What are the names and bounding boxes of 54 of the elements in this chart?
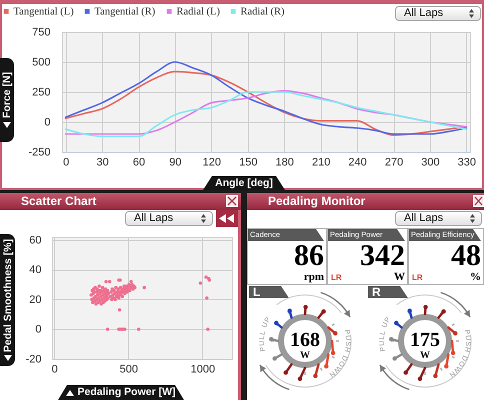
text: 48: [451, 239, 481, 272]
text: W: [420, 350, 430, 361]
y-tick-label: 60: [29, 234, 42, 246]
y-axis-title: Force [N]: [1, 72, 13, 119]
dropdown[interactable]: All Laps: [395, 211, 482, 226]
y-tick-label: 750: [32, 26, 50, 38]
text: W: [300, 350, 310, 361]
y-tick-label: 20: [29, 294, 42, 306]
y-tick-label: -250: [28, 146, 50, 158]
text: 342: [360, 239, 405, 272]
x-tick-label: 270: [384, 156, 404, 168]
text: rpm: [304, 271, 324, 283]
x-tick-label: 1000: [190, 364, 216, 376]
dropdown[interactable]: All Laps: [395, 6, 481, 21]
text: 168: [290, 329, 320, 351]
text: LR: [412, 273, 423, 283]
legend-label: Tangential (R): [94, 6, 156, 18]
text: 175: [410, 329, 440, 351]
x-tick-label: 0: [63, 156, 70, 168]
x-tick-label: 0: [52, 364, 58, 376]
text: %: [470, 271, 481, 283]
text: 86: [294, 239, 324, 272]
y-tick-label: -20: [26, 354, 42, 366]
x-tick-label: 60: [132, 156, 146, 168]
y-tick-label: 250: [32, 86, 50, 98]
legend-label: Tangential (L): [14, 6, 74, 18]
x-tick-label: 30: [96, 156, 109, 168]
x-tick-label: 150: [239, 156, 258, 168]
x-tick-label: 500: [120, 364, 138, 376]
chart-title: Scatter Chart: [21, 193, 96, 210]
x-axis-title: Pedaling Power [W]: [77, 386, 176, 399]
text: LR: [331, 273, 342, 283]
y-tick-label: 40: [29, 264, 42, 276]
legend-label: Radial (R): [240, 6, 286, 18]
x-tick-label: 120: [202, 156, 222, 168]
close-icon[interactable]: [226, 195, 238, 207]
x-tick-label: 300: [421, 156, 440, 168]
close-icon[interactable]: [473, 195, 484, 207]
text: Pedaling Monitor: [268, 193, 366, 210]
y-tick-label: 0: [35, 324, 42, 336]
x-tick-label: 330: [458, 156, 476, 168]
x-tick-label: 210: [312, 156, 330, 168]
x-tick-label: 180: [276, 156, 294, 168]
text: L: [253, 285, 260, 299]
text: R: [372, 285, 381, 299]
x-tick-label: 90: [169, 156, 182, 168]
dropdown[interactable]: All Laps: [125, 211, 213, 226]
y-axis-title: Pedal Smoothness [%]: [2, 238, 14, 352]
legend-label: Radial (L): [176, 6, 220, 18]
y-tick-label: 0: [44, 116, 50, 128]
y-tick-label: 500: [32, 56, 50, 68]
x-tick-label: 240: [348, 156, 367, 168]
x-axis-title: Angle [deg]: [215, 176, 273, 190]
text: W: [394, 271, 405, 283]
